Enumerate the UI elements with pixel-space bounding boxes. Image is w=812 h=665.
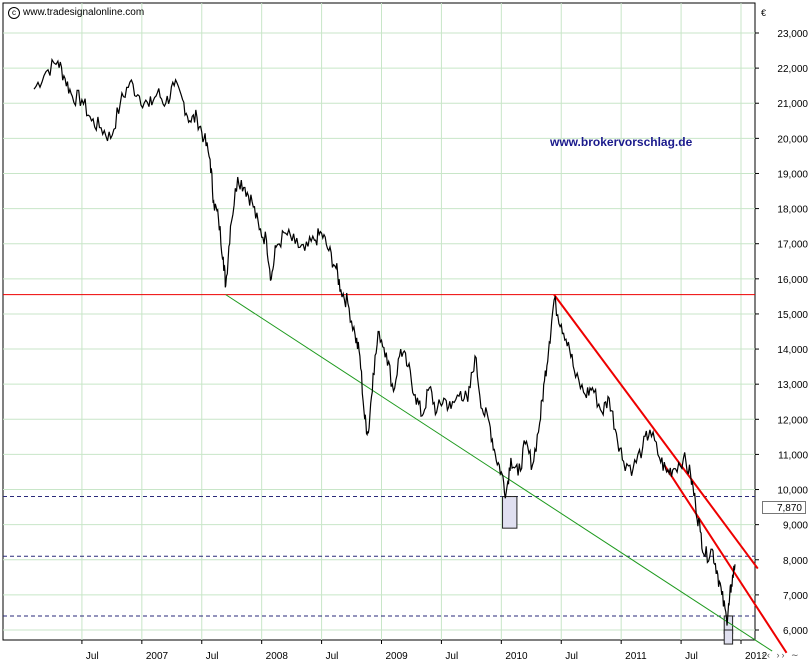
price-box [723,629,734,645]
source-label: c www.tradesignalonline.com [8,7,144,19]
y-tick-label: 9,000 [783,521,808,532]
y-tick-label: 17,000 [777,240,808,251]
y-tick-label: 21,000 [777,99,808,110]
y-tick-label: 20,000 [777,134,808,145]
boxes [502,496,734,645]
y-tick-label: 7,000 [783,591,808,602]
price-series [33,57,736,626]
y-axis-ticks: 6,000 7,000 8,000 9,000 10,000 11,000 12,000 13… [755,29,808,637]
x-tick-label: 2010 [505,651,528,662]
x-tick-label: 2011 [625,651,647,662]
horizontal-lines [3,294,755,617]
x-tick-label: Jul [206,651,219,662]
price-line [33,57,736,626]
x-tick-label: 2007 [146,651,169,662]
y-tick-label: 6,000 [783,626,808,637]
trendline [553,294,759,570]
x-axis-ticks: Jul 2007 Jul 2008 Jul 2009 Jul 2010 Jul 2011 Jul 20… [81,640,768,662]
y-tick-label: 15,000 [777,310,808,321]
y-tick-label: 22,000 [777,64,808,75]
x-tick-label: Jul [685,651,698,662]
grid-lines [3,3,755,640]
x-tick-label: Jul [86,651,99,662]
chart-nav-icons[interactable]: ‹‹ ›› ∼ [762,650,801,660]
x-tick-label: 2009 [386,651,409,662]
y-tick-label: 8,000 [783,556,808,567]
trendline [663,464,788,654]
y-tick-label: 13,000 [777,380,808,391]
x-tick-label: Jul [445,651,458,662]
trendline [225,294,773,652]
trendlines [225,294,788,654]
y-tick-label: 16,000 [777,275,808,286]
x-tick-label: 2012 [745,651,768,662]
x-tick-label: 2008 [266,651,289,662]
currency-label: € [761,8,767,18]
y-tick-label: 18,000 [777,205,808,216]
source-text: www.tradesignalonline.com [23,7,145,18]
y-tick-label: 23,000 [777,29,808,40]
y-tick-label: 10,000 [777,486,808,497]
x-tick-label: Jul [565,651,578,662]
price-box [502,496,518,529]
y-tick-label: 19,000 [777,169,808,180]
y-tick-label: 11,000 [778,450,808,461]
y-tick-label: 12,000 [777,415,808,426]
y-tick-label: 14,000 [777,345,808,356]
copyright-icon: c [8,7,20,19]
last-price-tag: 7,870 [762,501,806,514]
watermark: www.brokervorschlag.de [550,135,693,149]
x-tick-label: Jul [326,651,339,662]
chart-border [2,2,756,641]
